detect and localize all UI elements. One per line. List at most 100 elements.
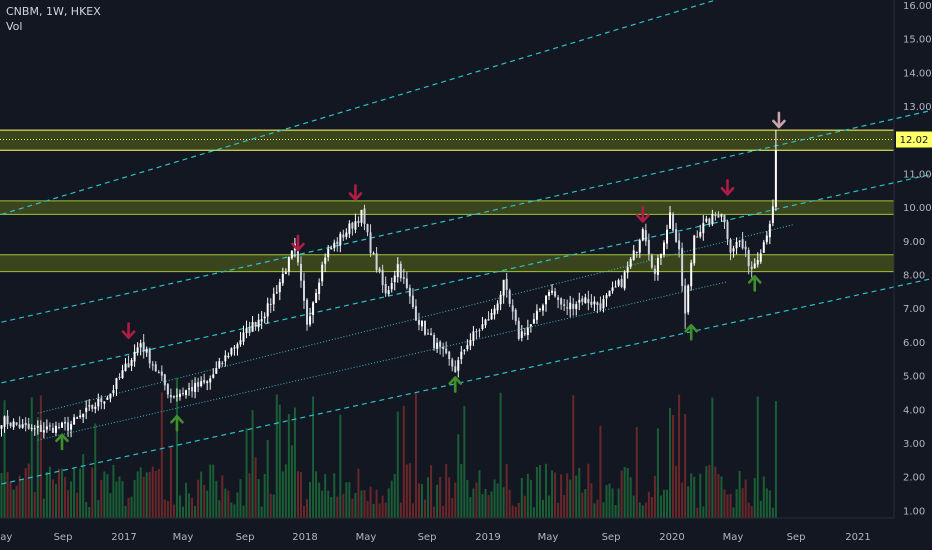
candle-body	[520, 331, 523, 338]
volume-bar	[439, 476, 442, 518]
volume-bar	[729, 493, 732, 518]
candle-body	[354, 221, 357, 230]
time-axis[interactable]: May Sep 2017 May Sep 2018 May Sep 2019 May Sep 2020…	[0, 532, 871, 543]
candle-body	[15, 422, 18, 425]
volume-bar	[417, 483, 420, 518]
candle-body	[690, 262, 693, 287]
candle-body	[696, 236, 699, 238]
arrow-up-icon	[170, 414, 184, 432]
candle-body	[508, 290, 511, 304]
volume-bar	[560, 474, 563, 518]
candle-body	[744, 246, 747, 250]
volume-bar	[127, 497, 130, 518]
volume-bar	[227, 490, 230, 518]
candle-body	[6, 415, 9, 425]
candle-body	[735, 241, 738, 249]
volume-bar	[296, 471, 299, 518]
candle-body	[281, 273, 284, 284]
candle-body	[708, 218, 711, 225]
time-tick-label: May	[356, 532, 377, 543]
candle-body	[717, 214, 720, 218]
candle-body	[666, 229, 668, 244]
candle-body	[430, 333, 433, 336]
volume-bar	[333, 473, 336, 518]
volume-bar	[508, 489, 511, 518]
volume-bar	[281, 471, 284, 518]
candle-body	[454, 366, 457, 373]
candle-body	[608, 290, 611, 297]
volume-bar	[76, 492, 79, 518]
candle-body	[414, 306, 417, 321]
peak-arrow	[772, 111, 786, 129]
volume-bar	[166, 501, 169, 518]
price-axis[interactable]: 1.00 2.00 3.00 4.00 5.00 6.00 7.00 8.00 9.00 10.0…	[903, 1, 932, 518]
candle-body	[321, 264, 324, 282]
volume-bar	[97, 500, 100, 518]
volume-bar	[448, 477, 451, 518]
volume-bar	[451, 498, 454, 518]
dotted-channel-line	[37, 223, 795, 414]
candle-body	[188, 388, 191, 390]
candle-body	[768, 223, 771, 238]
support-arrow	[747, 275, 762, 292]
dashed-channel-line	[1, 173, 932, 384]
candle-body	[650, 255, 653, 268]
candle-body	[103, 401, 106, 404]
arrow-down-icon	[772, 111, 786, 129]
volume-bar	[705, 466, 708, 518]
candle-body	[315, 293, 318, 303]
candle-body	[91, 404, 94, 409]
volume-bar	[726, 494, 729, 518]
candle-body	[160, 371, 163, 376]
volume-bar	[402, 405, 405, 518]
candle-body	[487, 318, 490, 321]
time-tick-label: May	[0, 532, 12, 543]
candle-body	[472, 331, 475, 341]
volume-bar	[466, 479, 469, 518]
candle-body	[581, 298, 584, 302]
volume-bar	[687, 486, 690, 518]
candle-body	[451, 359, 454, 367]
candle-body	[70, 424, 73, 430]
candle-body	[551, 290, 554, 293]
candle-body	[27, 423, 30, 429]
volume-bar	[717, 474, 720, 518]
candle-body	[142, 342, 145, 352]
volume-bar	[602, 502, 605, 518]
candle-body	[85, 407, 88, 413]
volume-bar	[318, 482, 321, 518]
volume-bar	[18, 475, 21, 518]
volume-bar	[130, 496, 133, 518]
candle-body	[541, 305, 544, 311]
volume-bar	[384, 502, 387, 518]
candle-body	[233, 347, 236, 349]
volume-bar	[118, 476, 121, 518]
dashed-channel-line	[1, 277, 932, 485]
candle-body	[587, 298, 590, 304]
candle-body	[523, 332, 526, 335]
volume-bar	[269, 493, 272, 518]
candle-body	[178, 393, 181, 397]
volume-bar	[121, 481, 124, 518]
volume-bar	[260, 506, 263, 518]
candle-body	[641, 228, 644, 241]
candle-body	[399, 263, 402, 279]
time-tick-label: 2020	[659, 532, 684, 543]
candle-body	[275, 292, 278, 294]
candle-body	[705, 218, 708, 222]
candle-body	[647, 239, 650, 255]
volume-bar	[711, 397, 714, 518]
candle-body	[369, 232, 372, 254]
candle-body	[602, 299, 605, 309]
volume-bar	[200, 471, 203, 518]
candle-body	[296, 244, 299, 263]
candle-body	[251, 322, 254, 332]
candle-body	[675, 229, 678, 242]
volume-bar	[750, 505, 753, 518]
volume-bar	[433, 506, 436, 518]
volume-bar	[430, 465, 433, 518]
volume-bar	[266, 440, 269, 518]
volume-bar	[523, 495, 526, 518]
candle-body	[342, 234, 345, 238]
